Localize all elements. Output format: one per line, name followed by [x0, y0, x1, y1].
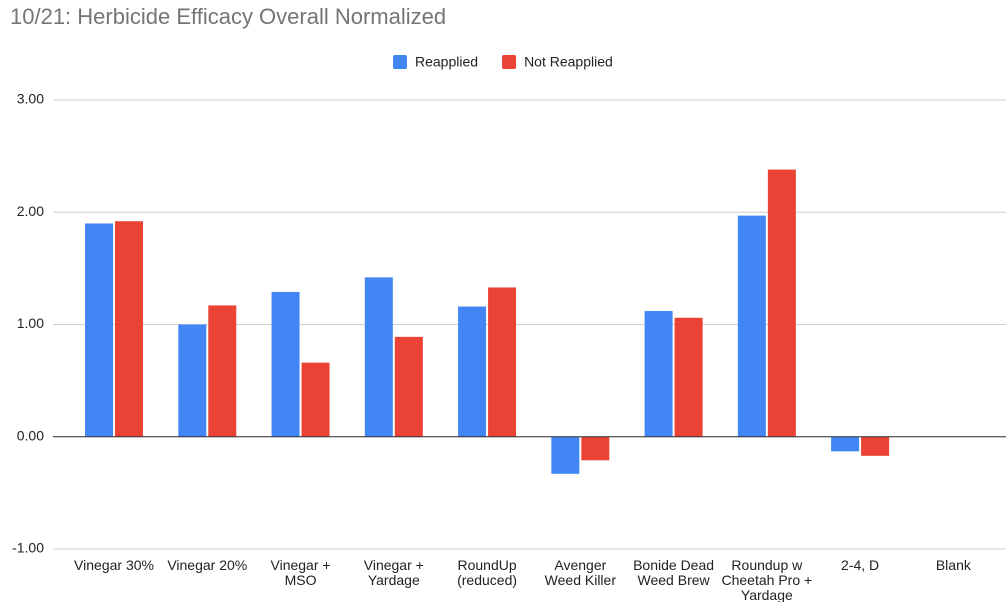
bar	[394, 336, 423, 437]
y-tick-label: 1.00	[17, 315, 44, 331]
x-tick-label: Vinegar + MSO	[270, 557, 331, 588]
bar	[861, 436, 890, 456]
y-tick-label: 0.00	[17, 427, 44, 443]
bar	[831, 436, 860, 452]
x-tick-label: Vinegar 20%	[167, 557, 248, 573]
bar	[178, 324, 207, 437]
bar	[85, 223, 114, 437]
x-tick-label: RoundUp (reduced)	[457, 557, 518, 588]
legend-swatch	[502, 55, 517, 69]
x-tick-label: Bonide Dead Weed Brew	[633, 557, 715, 588]
bar	[674, 317, 703, 437]
bar	[271, 291, 300, 437]
bar	[488, 287, 517, 437]
bar	[551, 436, 580, 474]
bar	[301, 362, 330, 437]
x-tick-label: 2-4, D	[841, 557, 880, 573]
bar	[364, 277, 393, 437]
bar	[115, 221, 144, 437]
x-tick-label: Avenger Weed Killer	[544, 557, 616, 588]
bar	[581, 436, 610, 461]
x-tick-label: Blank	[935, 557, 971, 573]
bar	[458, 306, 487, 437]
legend-label: Reapplied	[415, 54, 478, 70]
x-tick-label: Vinegar + Yardage	[363, 557, 424, 588]
legend-label: Not Reapplied	[524, 54, 613, 70]
y-tick-label: 3.00	[17, 91, 44, 107]
chart-title: 10/21: Herbicide Efficacy Overall Normal…	[10, 4, 446, 29]
bar	[737, 215, 766, 437]
bar	[767, 169, 796, 437]
x-tick-label: Vinegar 30%	[74, 557, 154, 573]
y-tick-label: -1.00	[12, 540, 44, 556]
y-tick-label: 2.00	[17, 203, 44, 219]
bar	[644, 311, 673, 437]
bar	[208, 305, 237, 437]
legend-swatch	[393, 55, 407, 69]
x-tick-label: Roundup w Cheetah Pro + Yardage	[721, 557, 813, 602]
